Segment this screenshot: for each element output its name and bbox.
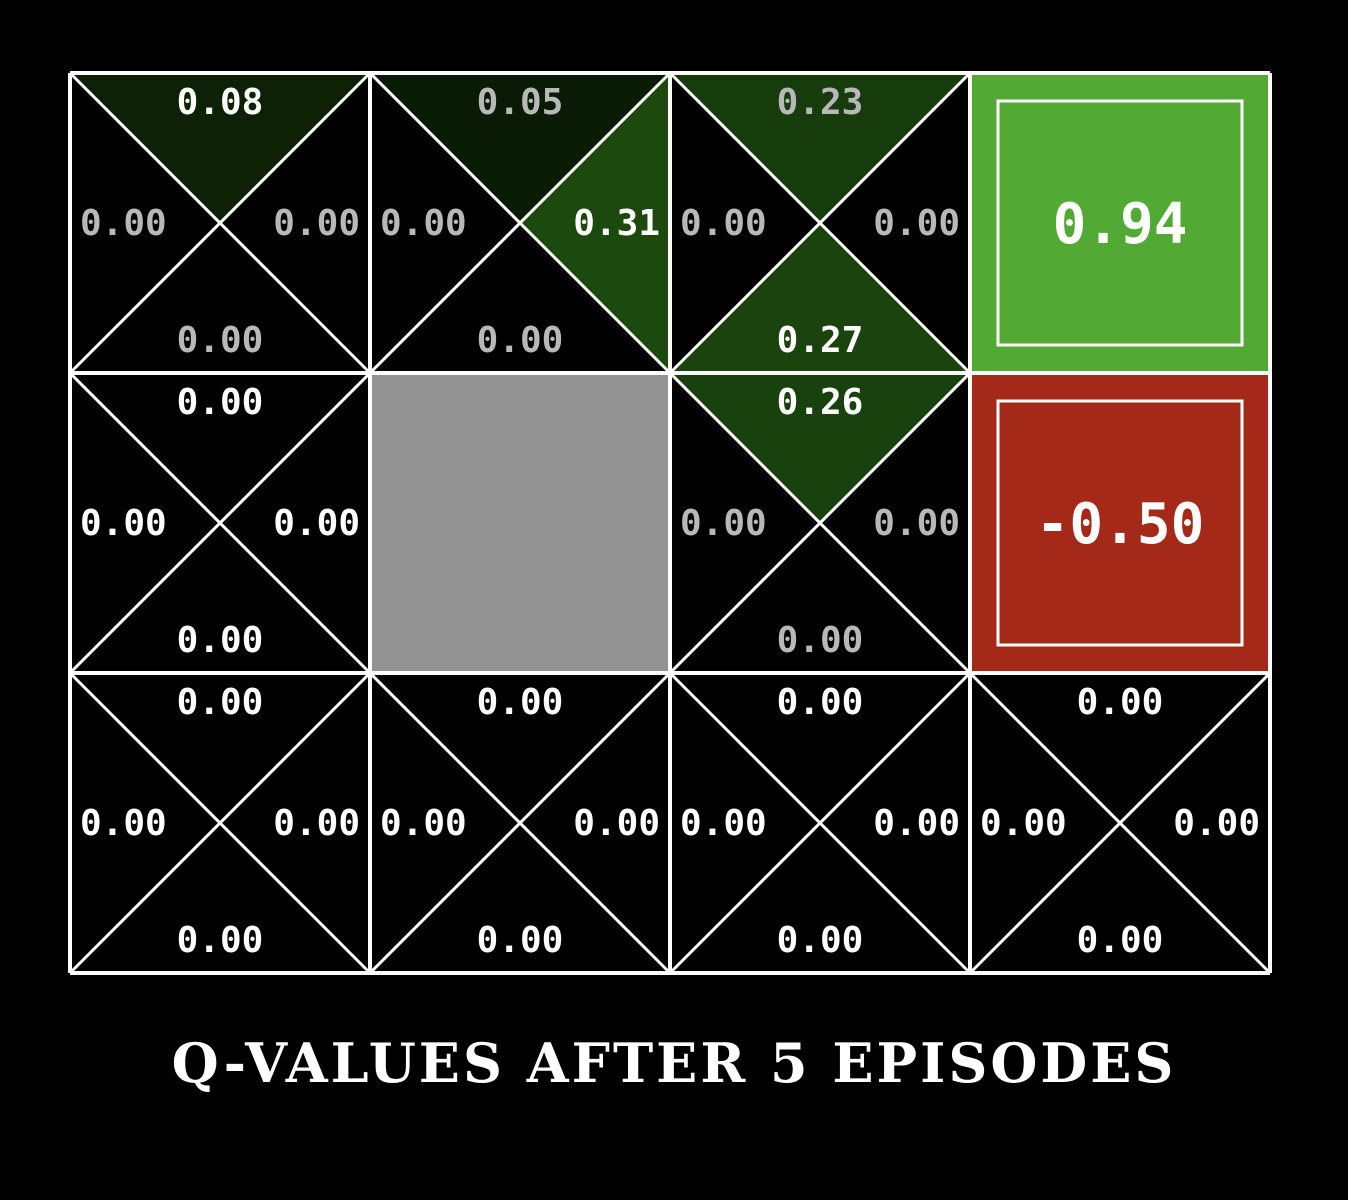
cell-r2-c0-bottom-q-value: 0.00 [177,920,264,961]
cell-r2-c1-bottom-triangle [370,823,670,973]
cell-r0-c3-terminal-value: 0.94 [1053,192,1188,257]
cell-r2-c0-diagonal-b [68,671,372,975]
cell-r1-c0-bottom-q-value: 0.00 [177,620,264,661]
cell-r2-c0-left-q-value: 0.00 [80,803,167,844]
cell-r2-c2-right-q-value: 0.00 [873,803,960,844]
cell-r0-c0-right-triangle [220,73,370,373]
cell-r0-c3-terminal-inner-box [996,99,1244,347]
cell-r0-c1-top-triangle [370,73,670,223]
cell-r1-c0-top-q-value: 0.00 [177,382,264,423]
cell-r1-c2-top-triangle [670,373,970,523]
cell-r2-c1-right-q-value: 0.00 [573,803,660,844]
cell-r1-c0-left-triangle [70,373,220,673]
cell-r0-c1-bottom-triangle [370,223,670,373]
cell-r2-c1-diagonal-b [368,671,672,975]
cell-r0-c2-diagonal-b [668,71,972,375]
cell-r0-c0-bottom-triangle [70,223,370,373]
cell-r1-c0-bottom-triangle [70,523,370,673]
cell-r0-c2-left-q-value: 0.00 [680,203,767,244]
cell-r0-c1-bottom-q-value: 0.00 [477,320,564,361]
cell-r2-c0-right-triangle [220,673,370,973]
cell-r2-c3-left-triangle [970,673,1120,973]
cell-r2-c2-bottom-triangle [670,823,970,973]
cell-r0-c1-right-q-value: 0.31 [573,203,660,244]
cell-r0-c0-diagonal-b [68,71,372,375]
cell-r2-c2-left-q-value: 0.00 [680,803,767,844]
cell-r2-c2-right-triangle [820,673,970,973]
cell-r2-c1-top-triangle [370,673,670,823]
cell-r2-c2-top-triangle [670,673,970,823]
cell-r0-c2-top-triangle [670,73,970,223]
cell-r2-c3-left-q-value: 0.00 [980,803,1067,844]
cell-r1-c3-terminal-inner-box [996,399,1244,647]
cell-r0-c1-diagonal-b [368,71,672,375]
cell-r2-c1-left-q-value: 0.00 [380,803,467,844]
cell-r2-c0-top-q-value: 0.00 [177,682,264,723]
cell-r0-c0-bottom-q-value: 0.00 [177,320,264,361]
cell-r1-c0-top-triangle [70,373,370,523]
cell-r0-c1-top-q-value: 0.05 [477,82,564,123]
cell-r2-c2-bottom-q-value: 0.00 [777,920,864,961]
cell-r2-c0-bottom-triangle [70,823,370,973]
cell-r0-c1-right-triangle [520,73,670,373]
cell-r2-c3-top-triangle [970,673,1270,823]
cell-r1-c2-bottom-q-value: 0.00 [777,620,864,661]
cell-r2-c2-diagonal-b [668,671,972,975]
cell-r1-c2-right-triangle [820,373,970,673]
figure-caption: Q-VALUES AFTER 5 EPISODES [171,1031,1177,1095]
cell-r0-c2-right-triangle [820,73,970,373]
cell-r1-c2-top-q-value: 0.26 [777,382,864,423]
cell-r2-c0-right-q-value: 0.00 [273,803,360,844]
cell-r1-c2-left-q-value: 0.00 [680,503,767,544]
cell-r2-c1-right-triangle [520,673,670,973]
cell-r2-c1-left-triangle [370,673,520,973]
cell-r0-c0-left-triangle [70,73,220,373]
cell-r2-c3-bottom-q-value: 0.00 [1077,920,1164,961]
cell-r0-c2-right-q-value: 0.00 [873,203,960,244]
cell-r1-c3-terminal-value: -0.50 [1036,492,1205,557]
cell-r2-c1-bottom-q-value: 0.00 [477,920,564,961]
cell-r0-c2-bottom-q-value: 0.27 [777,320,864,361]
cell-r2-c3-diagonal-b [968,671,1272,975]
cell-r1-c2-right-q-value: 0.00 [873,503,960,544]
cell-r1-c0-right-q-value: 0.00 [273,503,360,544]
cell-r0-c2-bottom-triangle [670,223,970,373]
cell-r0-c1-left-q-value: 0.00 [380,203,467,244]
cell-r0-c0-left-q-value: 0.00 [80,203,167,244]
cell-r1-c0-left-q-value: 0.00 [80,503,167,544]
cell-r1-c3-terminal-fill [970,373,1270,673]
cell-r1-c2-left-triangle [670,373,820,673]
cell-r1-c0-right-triangle [220,373,370,673]
cell-r2-c3-right-triangle [1120,673,1270,973]
cell-r0-c0-top-triangle [70,73,370,223]
cell-r1-c0-diagonal-b [68,371,372,675]
cell-r0-c0-right-q-value: 0.00 [273,203,360,244]
cell-r2-c3-bottom-triangle [970,823,1270,973]
cell-r2-c1-top-q-value: 0.00 [477,682,564,723]
cell-r0-c1-left-triangle [370,73,520,373]
cell-r1-c1-wall [370,373,670,673]
cell-r2-c3-top-q-value: 0.00 [1077,682,1164,723]
cell-r2-c2-top-q-value: 0.00 [777,682,864,723]
cell-r1-c2-diagonal-b [668,371,972,675]
cell-r2-c3-right-q-value: 0.00 [1173,803,1260,844]
cell-r0-c0-top-q-value: 0.08 [177,82,264,123]
cell-r2-c0-left-triangle [70,673,220,973]
cell-r1-c2-bottom-triangle [670,523,970,673]
cell-r0-c2-left-triangle [670,73,820,373]
cell-r0-c2-top-q-value: 0.23 [777,82,864,123]
cell-r2-c0-top-triangle [70,673,370,823]
cell-r0-c3-terminal-fill [970,73,1270,373]
cell-r2-c2-left-triangle [670,673,820,973]
